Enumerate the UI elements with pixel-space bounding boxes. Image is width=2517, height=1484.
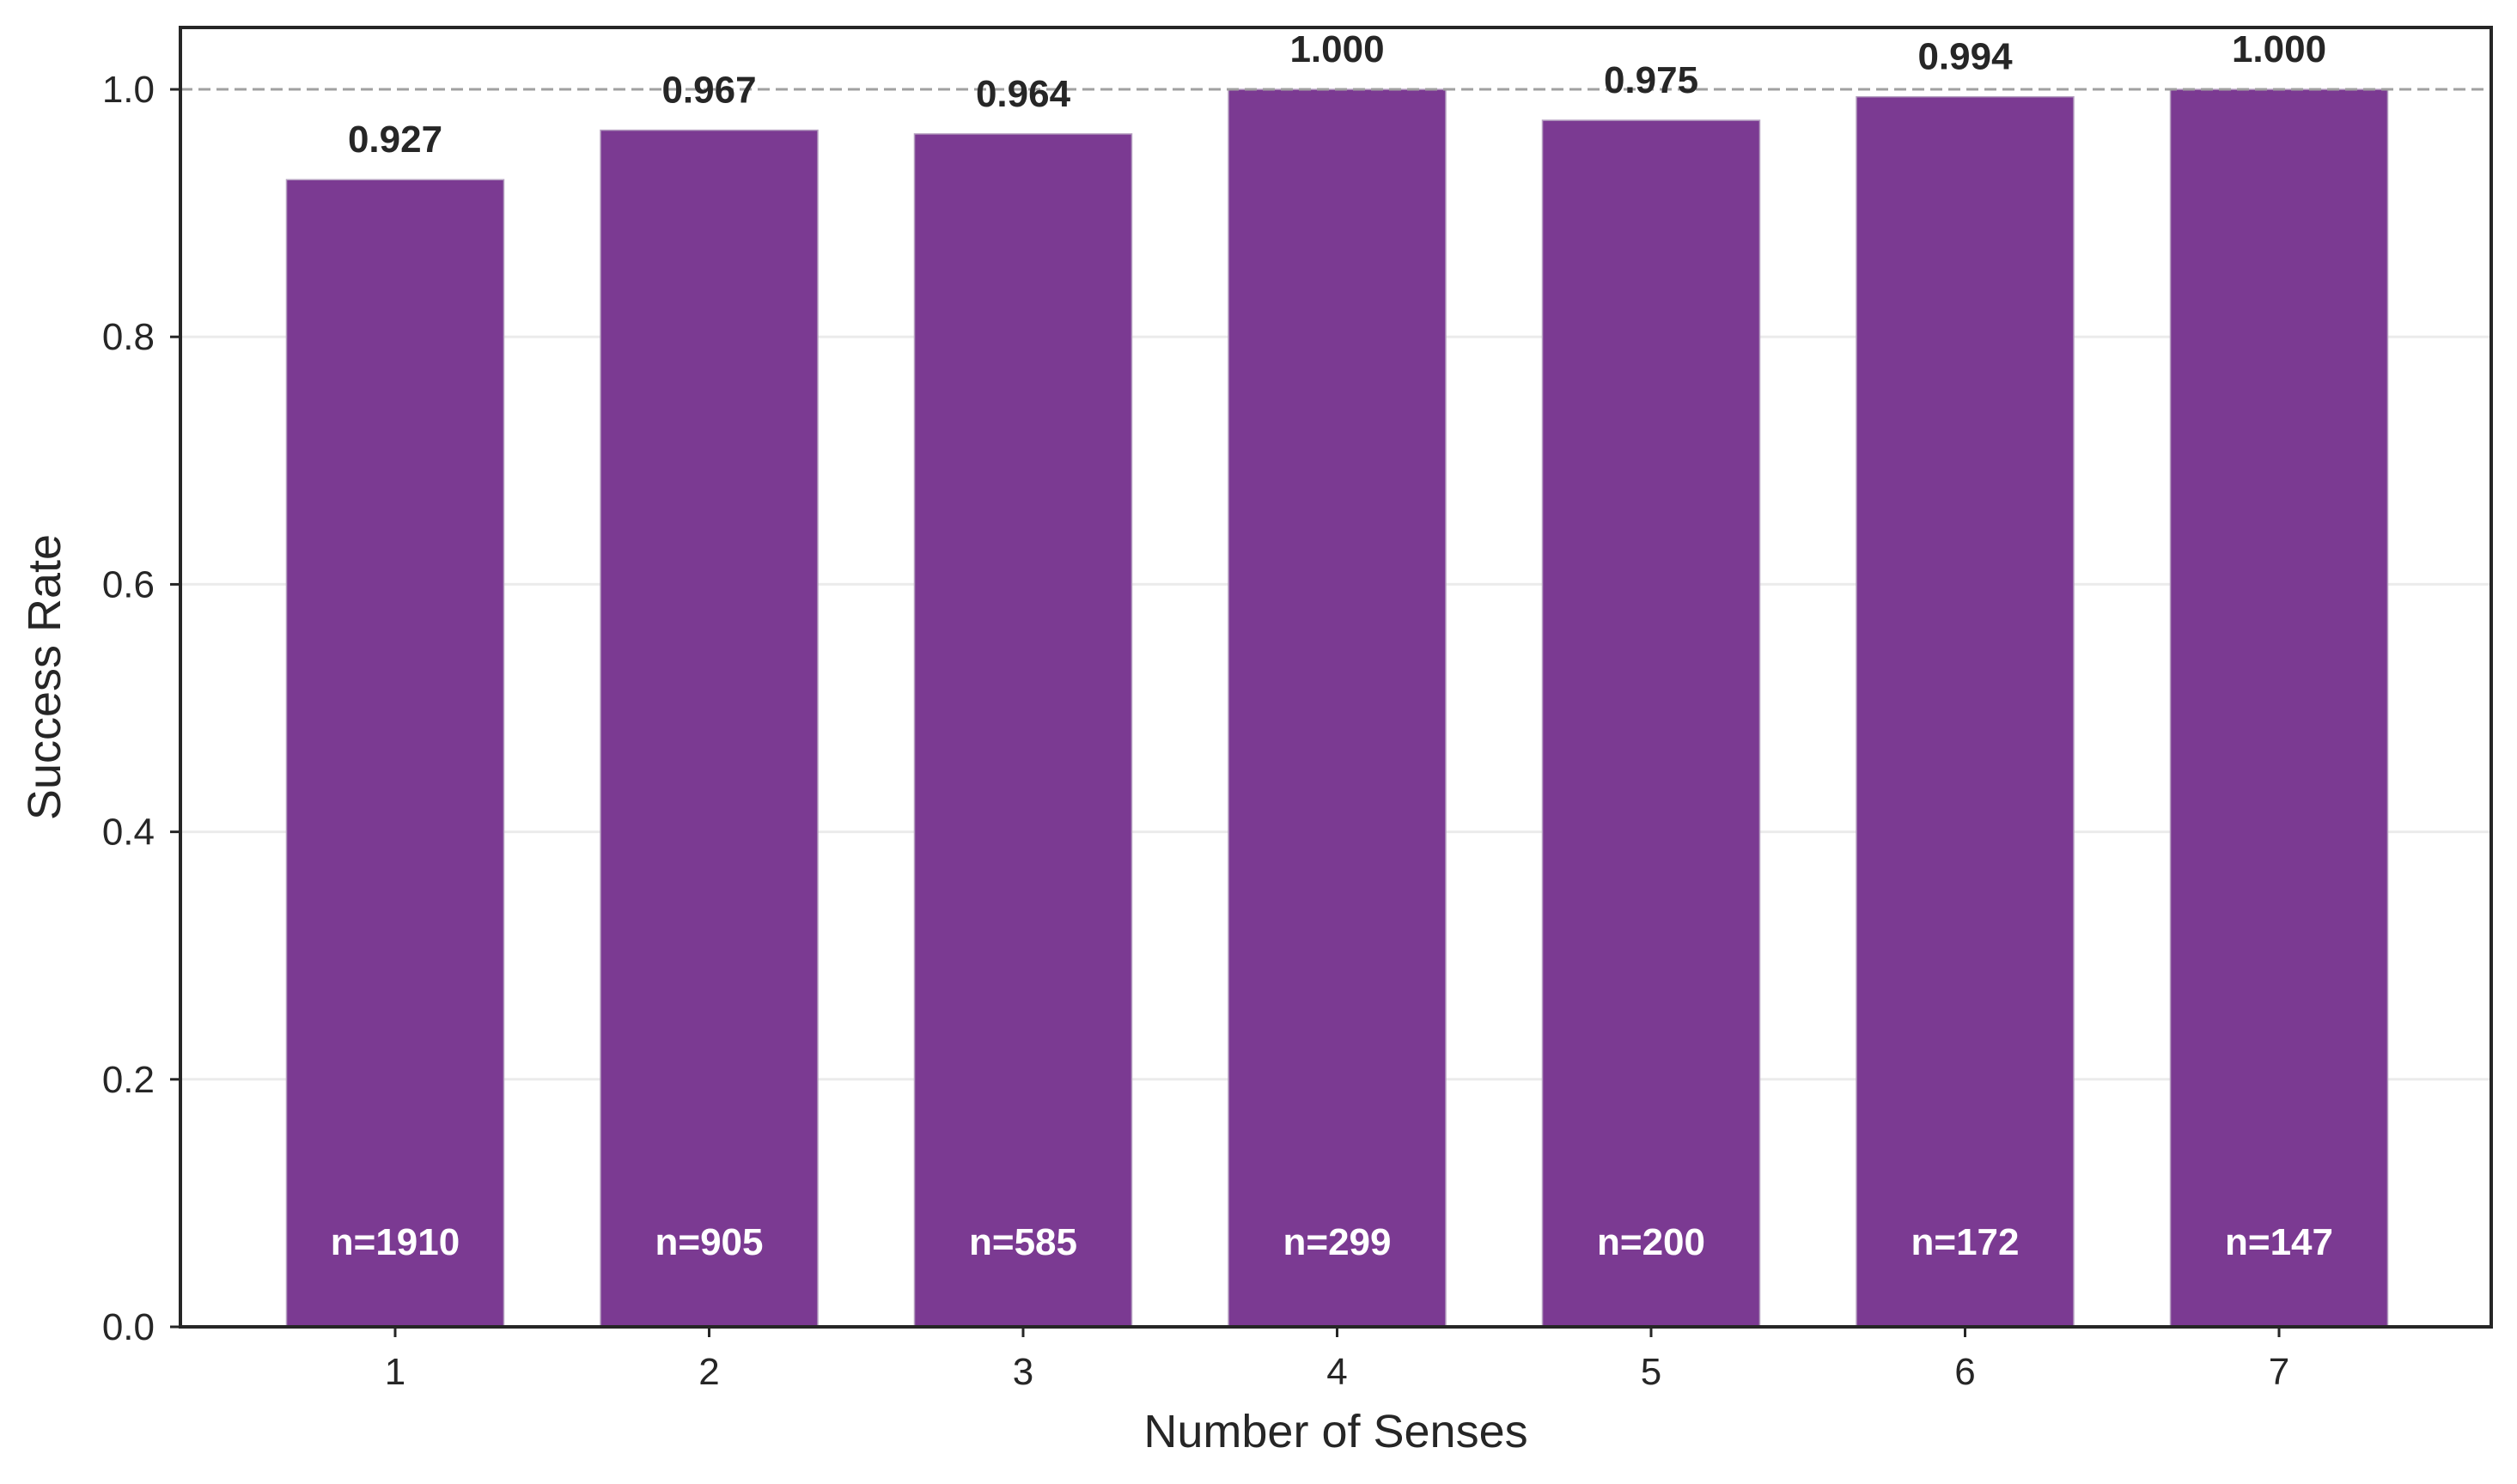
x-tick-label: 1 [385, 1351, 405, 1393]
y-tick-label: 1.0 [102, 69, 155, 111]
bar-count-label: n=1910 [331, 1221, 460, 1263]
bar-value-label: 0.994 [1917, 36, 2013, 78]
x-tick-label: 5 [1641, 1351, 1661, 1393]
x-axis-ticks: 1 2 3 4 5 6 7 [385, 1327, 2289, 1393]
bar [2169, 88, 2389, 1328]
bar-count-label: n=200 [1597, 1221, 1705, 1263]
bar-value-label: 0.975 [1604, 59, 1698, 101]
bar-count-label: n=585 [969, 1221, 1077, 1263]
bar [600, 129, 819, 1328]
bar-count-label: n=172 [1911, 1221, 2020, 1263]
x-tick-label: 3 [1013, 1351, 1033, 1393]
bar-count-label: n=147 [2225, 1221, 2333, 1263]
y-tick-label: 0.8 [102, 316, 155, 358]
x-tick-label: 6 [1954, 1351, 1975, 1393]
y-axis-ticks: 0.0 0.2 0.4 0.6 0.8 1.0 [102, 69, 180, 1348]
x-tick-label: 2 [698, 1351, 719, 1393]
bar-value-label: 0.964 [976, 73, 1071, 115]
bar-count-label: n=905 [655, 1221, 764, 1263]
bar [285, 179, 505, 1328]
data-labels-layer: 0.927 n=1910 0.967 n=905 0.964 n=585 1.000 n=29… [331, 28, 2333, 1263]
y-tick-label: 0.0 [102, 1306, 155, 1348]
x-axis-title: Number of Senses [1143, 1406, 1527, 1457]
y-tick-label: 0.2 [102, 1059, 155, 1101]
bar [1228, 88, 1447, 1328]
bar-value-label: 0.967 [661, 70, 756, 112]
bar-value-label: 1.000 [1289, 28, 1384, 70]
y-tick-label: 0.6 [102, 563, 155, 605]
y-axis-title: Success Rate [19, 534, 70, 820]
x-tick-label: 7 [2269, 1351, 2289, 1393]
bar [913, 133, 1133, 1328]
bar [1856, 95, 2075, 1328]
bars-layer [285, 88, 2389, 1328]
bar-value-label: 1.000 [2232, 28, 2326, 70]
bar-count-label: n=299 [1283, 1221, 1392, 1263]
bar [1541, 119, 1761, 1328]
bar-value-label: 0.927 [348, 119, 442, 161]
x-tick-label: 4 [1326, 1351, 1347, 1393]
y-tick-label: 0.4 [102, 812, 155, 854]
